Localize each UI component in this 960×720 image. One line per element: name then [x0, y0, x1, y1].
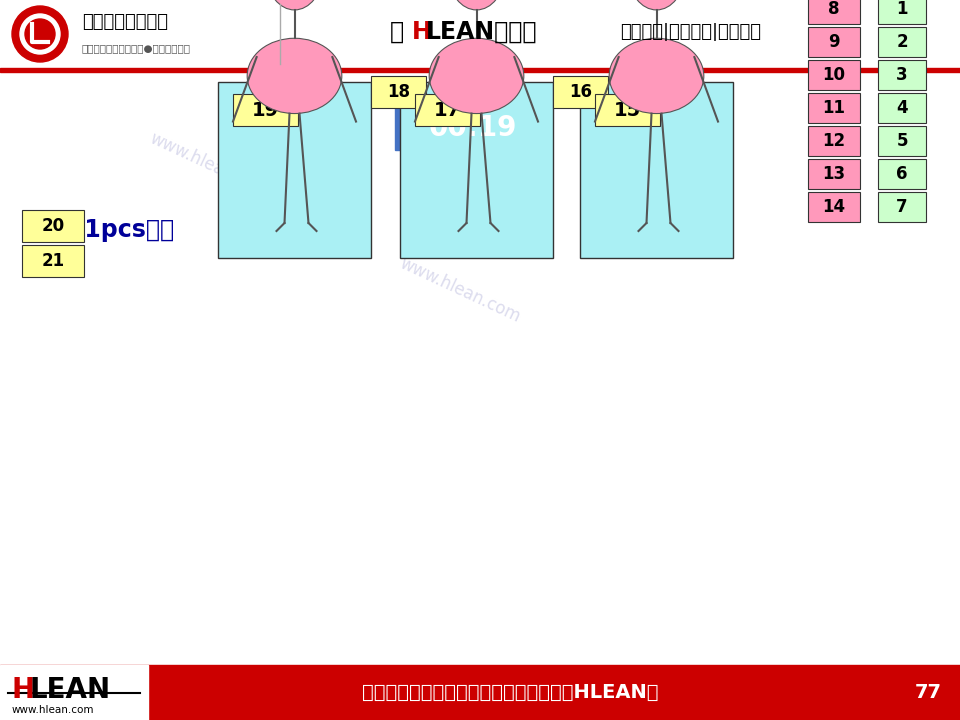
Text: 单件流: 单件流	[440, 78, 520, 122]
Bar	[878, 60, 926, 90]
Text: www.hlean.com: www.hlean.com	[12, 705, 94, 715]
Ellipse shape	[610, 38, 704, 114]
Text: 8: 8	[828, 0, 840, 18]
Text: 21: 21	[41, 252, 64, 270]
Text: 20: 20	[41, 217, 64, 235]
Text: 4: 4	[897, 99, 908, 117]
Bar	[233, 94, 298, 126]
Bar	[400, 82, 553, 258]
Bar	[808, 126, 860, 156]
Text: 18: 18	[387, 83, 410, 101]
Bar	[878, 27, 926, 57]
Ellipse shape	[247, 38, 342, 114]
Text: 【: 【	[390, 20, 404, 44]
Text: 14: 14	[823, 198, 846, 216]
Bar	[553, 76, 608, 108]
Bar	[415, 94, 480, 126]
Text: www.hlean.com: www.hlean.com	[147, 129, 274, 201]
Text: LEAN学堂】: LEAN学堂】	[426, 20, 538, 44]
Text: 5: 5	[897, 132, 908, 150]
Bar	[808, 27, 860, 57]
Circle shape	[20, 14, 60, 54]
Text: 10: 10	[823, 66, 846, 84]
Text: 15: 15	[613, 101, 641, 120]
Bar	[595, 94, 660, 126]
Text: H: H	[412, 20, 432, 44]
Bar	[878, 126, 926, 156]
Text: 13: 13	[823, 165, 846, 183]
Text: 21pcs产品: 21pcs产品	[68, 218, 174, 242]
Circle shape	[25, 19, 55, 49]
Text: 16: 16	[569, 83, 592, 101]
Bar	[0, 0, 960, 68]
Text: B站: B站	[465, 53, 490, 72]
Bar	[808, 192, 860, 222]
Bar	[0, 665, 148, 720]
Text: 12: 12	[823, 132, 846, 150]
Bar	[808, 0, 860, 24]
Text: C站: C站	[644, 53, 670, 72]
Bar	[808, 60, 860, 90]
Ellipse shape	[267, 0, 323, 10]
Text: 3: 3	[897, 66, 908, 84]
Text: 6: 6	[897, 165, 908, 183]
Text: 00:19: 00:19	[428, 114, 516, 142]
Text: 19: 19	[252, 101, 279, 120]
Text: A站: A站	[281, 53, 306, 72]
Text: www.hlean.com: www.hlean.com	[396, 254, 523, 326]
Text: 1: 1	[897, 0, 908, 18]
Bar	[0, 68, 960, 72]
Text: 做行业标杆，找精弘益；要幸福高效，用HLEAN！: 做行业标杆，找精弘益；要幸福高效，用HLEAN！	[362, 683, 659, 702]
Bar	[22, 245, 84, 277]
Bar	[878, 192, 926, 222]
Text: 77: 77	[915, 683, 942, 702]
Bar	[580, 82, 733, 258]
Bar	[808, 93, 860, 123]
Bar	[878, 93, 926, 123]
Ellipse shape	[429, 38, 524, 114]
Bar	[808, 159, 860, 189]
Bar	[395, 105, 550, 150]
Bar	[878, 0, 926, 24]
Text: 2: 2	[897, 33, 908, 51]
Bar	[22, 210, 84, 242]
Circle shape	[12, 6, 68, 62]
Text: 17: 17	[434, 101, 461, 120]
Text: H: H	[12, 677, 36, 704]
Text: 中国先进精益管理体系●智能制造系统: 中国先进精益管理体系●智能制造系统	[82, 43, 191, 53]
Text: 9: 9	[828, 33, 840, 51]
Bar	[0, 665, 960, 720]
Text: 7: 7	[897, 198, 908, 216]
Ellipse shape	[629, 0, 684, 10]
Bar	[371, 76, 426, 108]
Text: 11: 11	[823, 99, 846, 117]
Bar	[878, 159, 926, 189]
Text: 精益生产|智能制造|管理前沿: 精益生产|智能制造|管理前沿	[620, 23, 761, 41]
Bar	[218, 82, 371, 258]
Ellipse shape	[448, 0, 504, 10]
Text: LEAN: LEAN	[30, 677, 111, 704]
Text: 精益生产促进中心: 精益生产促进中心	[82, 13, 168, 31]
